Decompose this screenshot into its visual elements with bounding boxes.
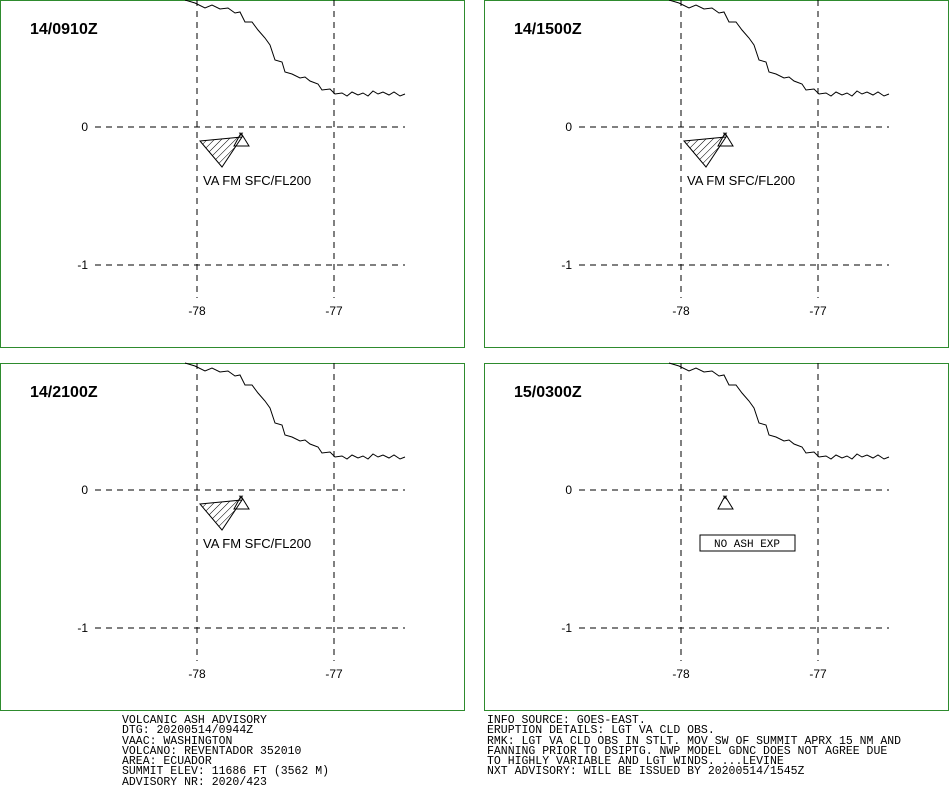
panel-border	[484, 363, 949, 711]
longitude-label: -78	[188, 304, 206, 318]
latitude-label: -1	[561, 621, 572, 635]
longitude-label: -77	[325, 304, 343, 318]
coastline	[184, 362, 406, 460]
advisory-line: VAAC: WASHINGTON	[122, 734, 233, 748]
longitude-label: -77	[809, 304, 827, 318]
annotation-box	[699, 534, 796, 552]
coastline	[668, 0, 890, 97]
longitude-label: -78	[672, 304, 690, 318]
volcano-mark: ×	[722, 494, 728, 505]
volcano-mark: ×	[238, 131, 244, 142]
latitude-label: -1	[561, 258, 572, 272]
map-panel: 0 -1 -78 -77 15/0300Z × NO ASH EXP	[484, 362, 949, 711]
map-panel: 0 -1 -78 -77 14/0910Z × VA FM SFC/FL200	[0, 0, 465, 348]
map-panel: 0 -1 -78 -77 14/2100Z × VA FM SFC/FL200	[0, 362, 465, 711]
advisory-line: VOLCANIC ASH ADVISORY	[122, 714, 267, 727]
ash-annotation: VA FM SFC/FL200	[687, 173, 795, 188]
latitude-label: 0	[81, 483, 88, 497]
latitude-label: 0	[565, 483, 572, 497]
advisory-line: RMK: LGT VA CLD OBS IN STLT. MOV SW OF S…	[487, 734, 902, 748]
longitude-label: -77	[325, 667, 343, 681]
ash-annotation: VA FM SFC/FL200	[203, 173, 311, 188]
advisory-line: ERUPTION DETAILS: LGT VA CLD OBS.	[487, 724, 715, 738]
advisory-line: DTG: 20200514/0944Z	[122, 724, 254, 738]
ash-cloud	[683, 136, 727, 168]
advisory-left: VOLCANIC ASH ADVISORY DTG: 20200514/0944Z…	[122, 714, 330, 789]
latitude-label: -1	[77, 621, 88, 635]
latitude-label: 0	[565, 120, 572, 134]
latitude-label: -1	[77, 258, 88, 272]
advisory-line: AREA: ECUADOR	[122, 755, 212, 769]
valid-time: 15/0300Z	[514, 384, 582, 401]
volcano-symbol	[717, 494, 734, 510]
ash-cloud	[199, 499, 243, 531]
advisory-line: INFO SOURCE: GOES-EAST.	[487, 714, 646, 727]
advisory-line: VOLCANO: REVENTADOR 352010	[122, 744, 302, 758]
advisory-line: FANNING PRIOR TO DSIPTG. NWP MODEL GDNC …	[487, 744, 888, 758]
ash-annotation: VA FM SFC/FL200	[203, 536, 311, 551]
advisory-line: TO HIGHLY VARIABLE AND LGT WINDS. ...LEV…	[487, 755, 784, 769]
advisory-line: SUMMIT ELEV: 11686 FT (3562 M)	[122, 765, 330, 779]
longitude-label: -78	[188, 667, 206, 681]
map-panels: 0 -1 -78 -77 14/0910Z × VA FM SFC/FL200 0 -1 -78 -…	[0, 0, 949, 711]
ash-annotation: NO ASH EXP	[714, 539, 780, 551]
advisory-line: ADVISORY NR: 2020/423	[122, 775, 267, 789]
coastline	[668, 362, 890, 460]
coastline	[184, 0, 406, 97]
volcano-mark: ×	[722, 131, 728, 142]
map-panel: 0 -1 -78 -77 14/1500Z × VA FM SFC/FL200	[484, 0, 949, 348]
valid-time: 14/0910Z	[30, 21, 98, 38]
panel-border	[0, 0, 465, 348]
advisory-right: INFO SOURCE: GOES-EAST. ERUPTION DETAILS:…	[487, 714, 902, 779]
ash-cloud	[199, 136, 243, 168]
panel-border	[484, 0, 949, 348]
valid-time: 14/1500Z	[514, 21, 582, 38]
volcano-mark: ×	[238, 494, 244, 505]
longitude-label: -77	[809, 667, 827, 681]
longitude-label: -78	[672, 667, 690, 681]
advisory-line: NXT ADVISORY: WILL BE ISSUED BY 20200514…	[487, 765, 805, 779]
latitude-label: 0	[81, 120, 88, 134]
panel-border	[0, 363, 465, 711]
valid-time: 14/2100Z	[30, 384, 98, 401]
